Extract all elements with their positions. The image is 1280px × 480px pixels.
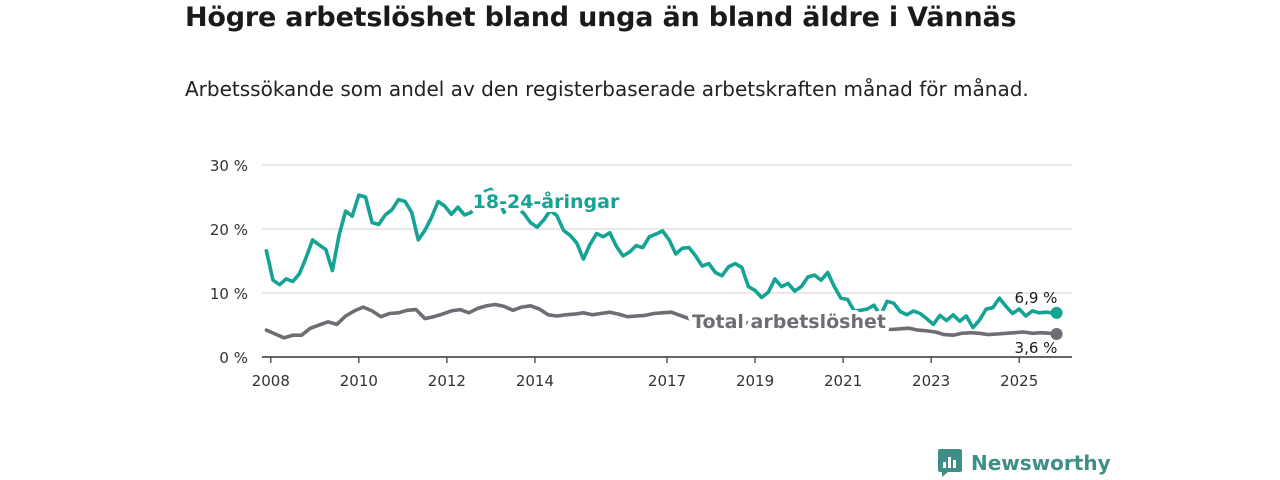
y-tick-label: 10 % [210,285,248,303]
series-label-total: Total arbetslöshet [692,311,886,333]
series-lines [264,187,1063,340]
series-labels: 18-24-åringar Total arbetslöshet 6,9 % 3… [469,185,1058,357]
x-tick-label: 2021 [824,372,862,390]
end-value-label-total: 3,6 % [1015,339,1058,357]
chart-title: Högre arbetslöshet bland unga än bland ä… [185,2,1017,33]
series-endpoint-youth [1050,306,1063,319]
y-tick-label: 20 % [210,221,248,239]
brand-name: Newsworthy [971,451,1111,475]
x-tick-label: 2023 [912,372,950,390]
x-tick-label: 2008 [252,372,290,390]
series-line-total [264,302,1059,340]
series-endpoint-total [1050,327,1063,340]
y-tick-label: 30 % [210,157,248,175]
y-axis-ticks: 0 % 10 % 20 % 30 % [210,157,248,367]
chart-subtitle: Arbetssökande som andel av den registerb… [185,77,1029,101]
end-value-label-youth: 6,9 % [1015,289,1058,307]
x-tick-label: 2019 [736,372,774,390]
y-tick-label: 0 % [219,349,248,367]
series-line-youth [264,187,1059,330]
series-label-youth: 18-24-åringar [473,189,620,213]
x-tick-label: 2025 [1000,372,1038,390]
x-axis-ticks: 2008 2010 2012 2014 2017 2019 2021 2023 2025 [252,357,1038,390]
brand: Newsworthy [937,448,1111,478]
x-tick-label: 2010 [340,372,378,390]
x-tick-label: 2014 [516,372,554,390]
x-tick-label: 2012 [428,372,466,390]
gridlines [262,164,1072,294]
newsworthy-logo-icon [938,449,962,477]
x-tick-label: 2017 [648,372,686,390]
